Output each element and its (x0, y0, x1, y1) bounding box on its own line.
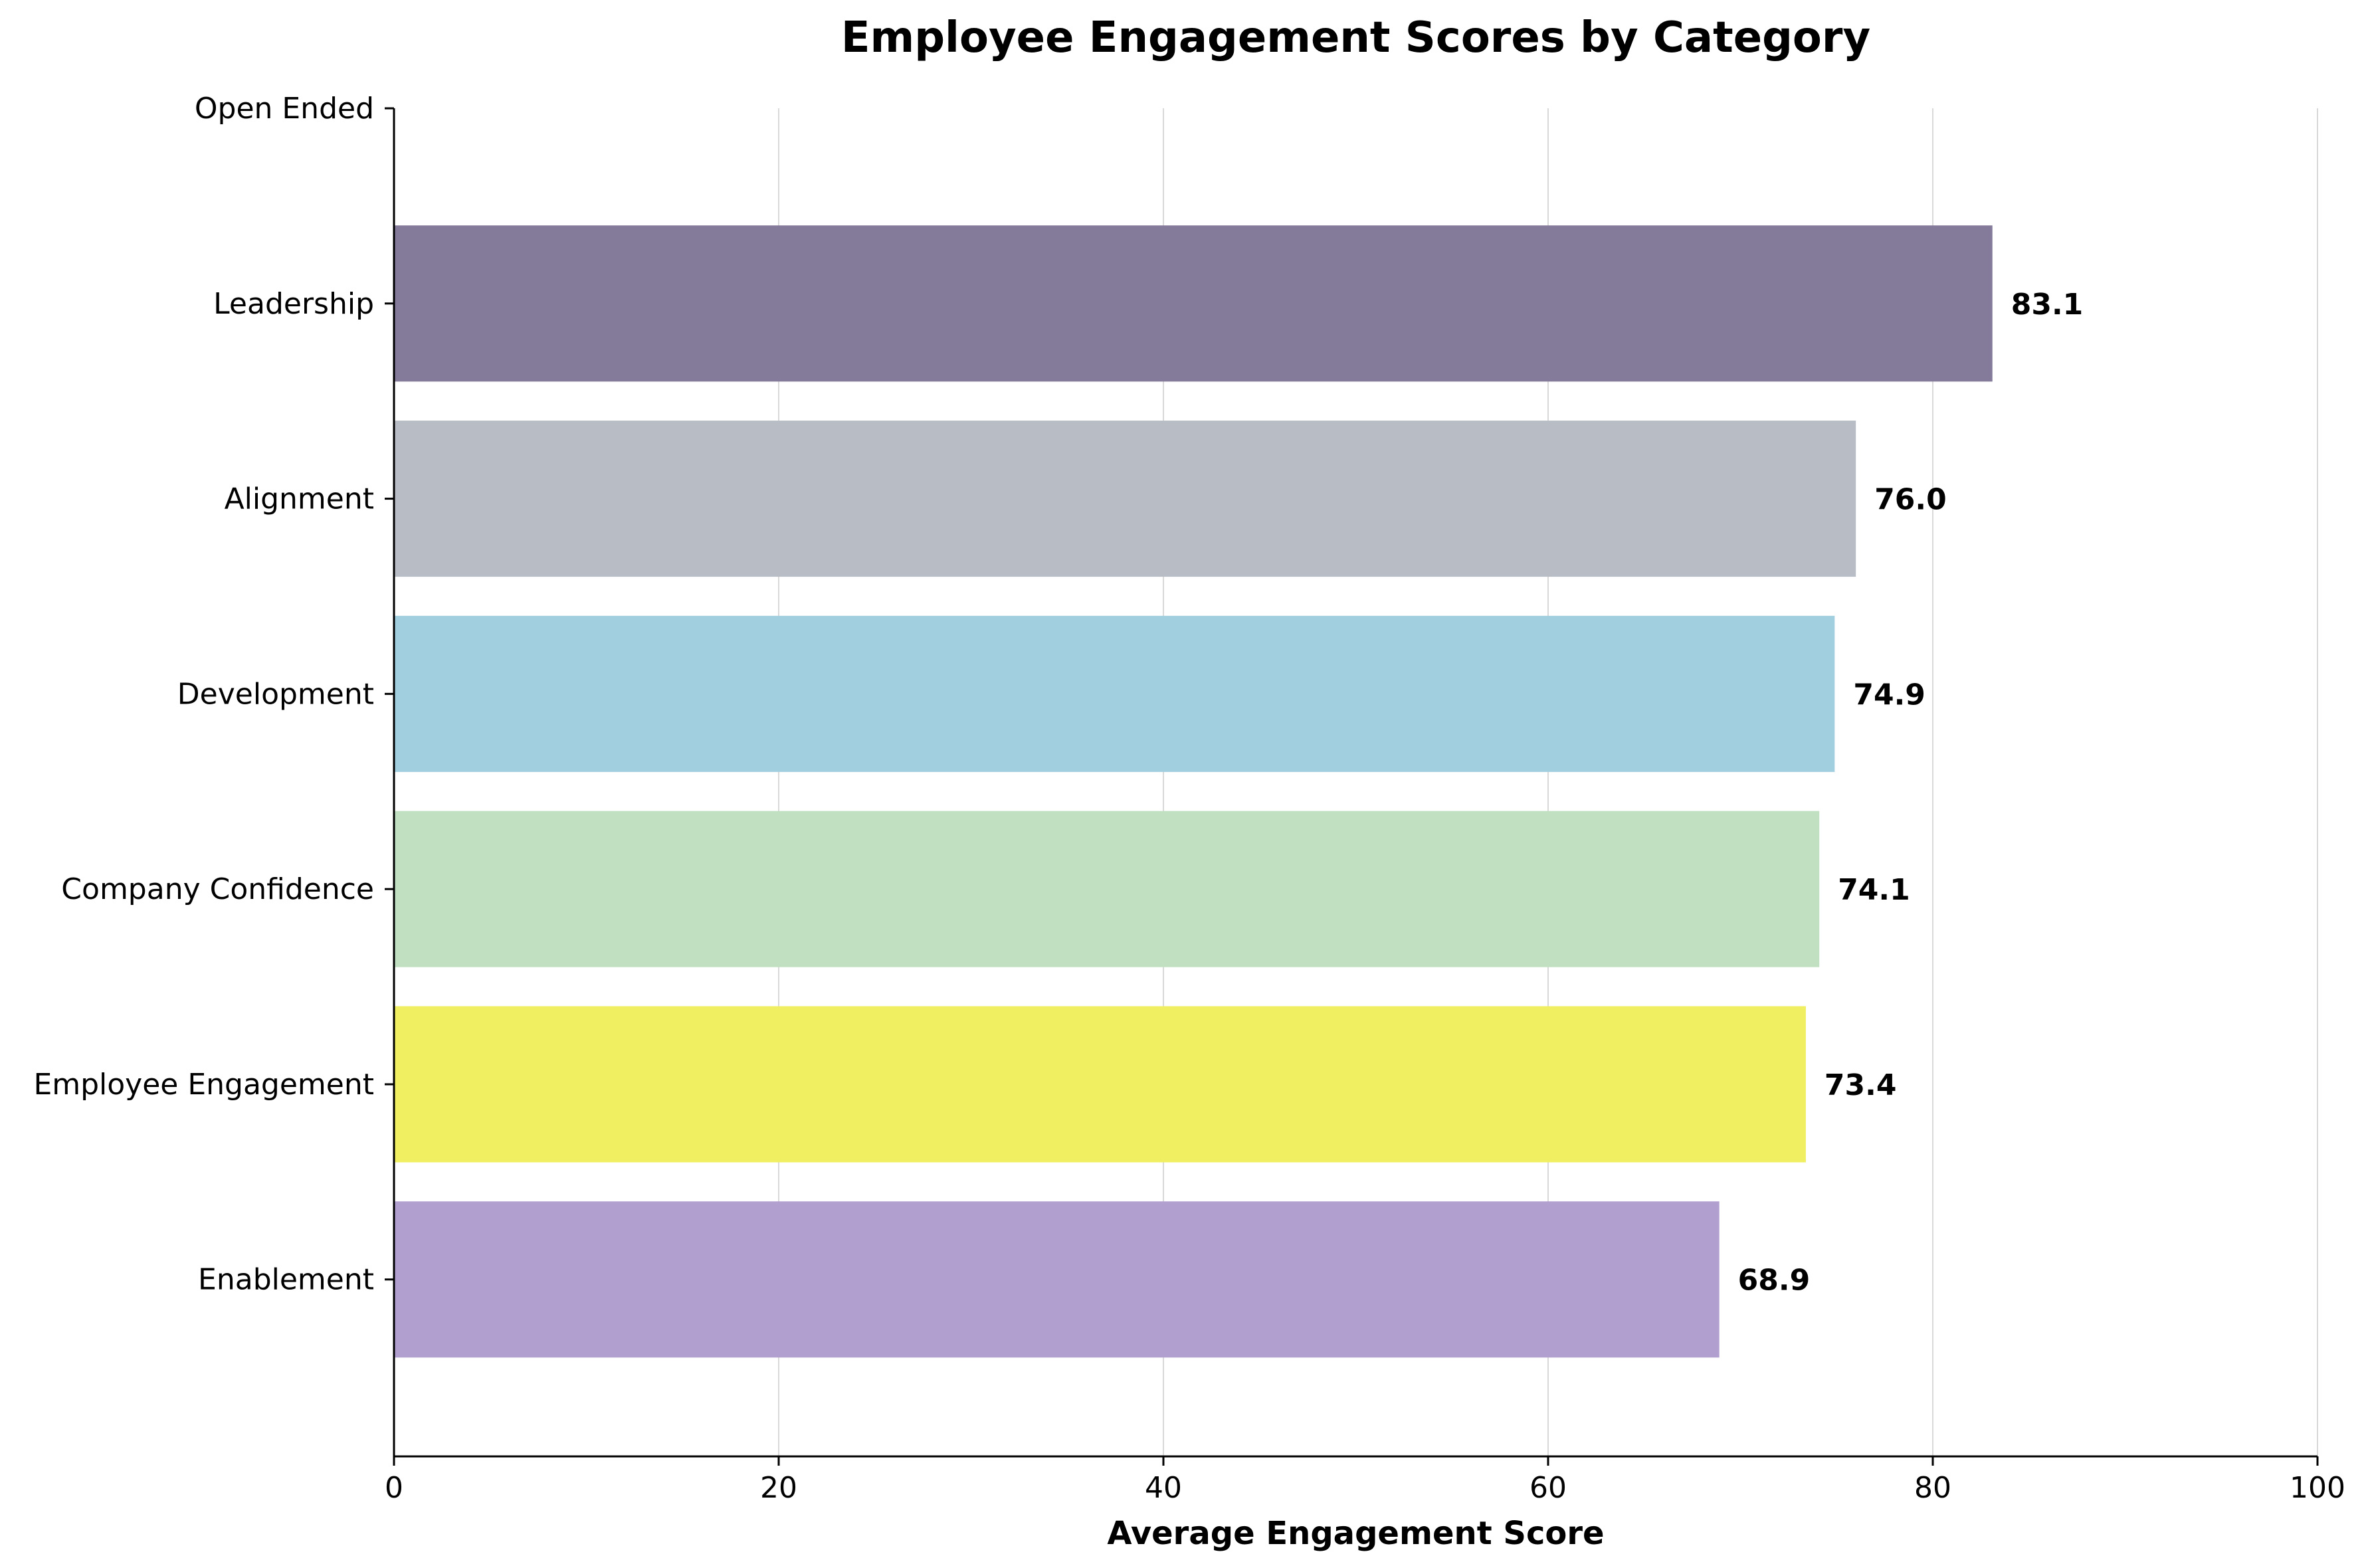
y-tick-label: Company Confidence (61, 872, 374, 906)
x-axis-label: Average Engagement Score (1107, 1515, 1604, 1552)
value-label: 68.9 (1738, 1264, 1811, 1298)
bar-company-confidence (394, 811, 1820, 967)
bar-alignment (394, 421, 1856, 577)
bar-leadership (394, 225, 1993, 382)
y-axis: Open Ended Leadership Alignment Development… (33, 92, 395, 1456)
y-tick-label: Development (177, 677, 374, 711)
value-label: 83.1 (2011, 288, 2084, 322)
bar-enablement (394, 1201, 1720, 1358)
y-tick-label: Alignment (225, 482, 374, 516)
value-labels: 83.1 76.0 74.9 74.1 73.4 68.9 (1738, 288, 2084, 1298)
bars (394, 225, 1993, 1358)
value-label: 76.0 (1874, 483, 1947, 517)
x-tick-label: 60 (1529, 1471, 1567, 1505)
chart-title: Employee Engagement Scores by Category (841, 13, 1870, 62)
y-tick-label: Open Ended (195, 92, 374, 126)
bar-development (394, 615, 1835, 772)
bar-employee-engagement (394, 1006, 1806, 1163)
x-tick-label: 100 (2290, 1471, 2345, 1505)
value-label: 74.9 (1853, 678, 1925, 712)
y-tick-label: Leadership (213, 287, 374, 321)
x-tick-label: 80 (1914, 1471, 1951, 1505)
x-tick-label: 20 (760, 1471, 797, 1505)
y-tick-label: Enablement (198, 1263, 374, 1297)
value-label: 74.1 (1838, 873, 1910, 907)
y-tick-label: Employee Engagement (33, 1068, 374, 1102)
x-axis: 0 20 40 60 80 100 (385, 1455, 2345, 1505)
x-tick-label: 40 (1145, 1471, 1182, 1505)
value-label: 73.4 (1824, 1068, 1897, 1102)
x-tick-label: 0 (385, 1471, 403, 1505)
